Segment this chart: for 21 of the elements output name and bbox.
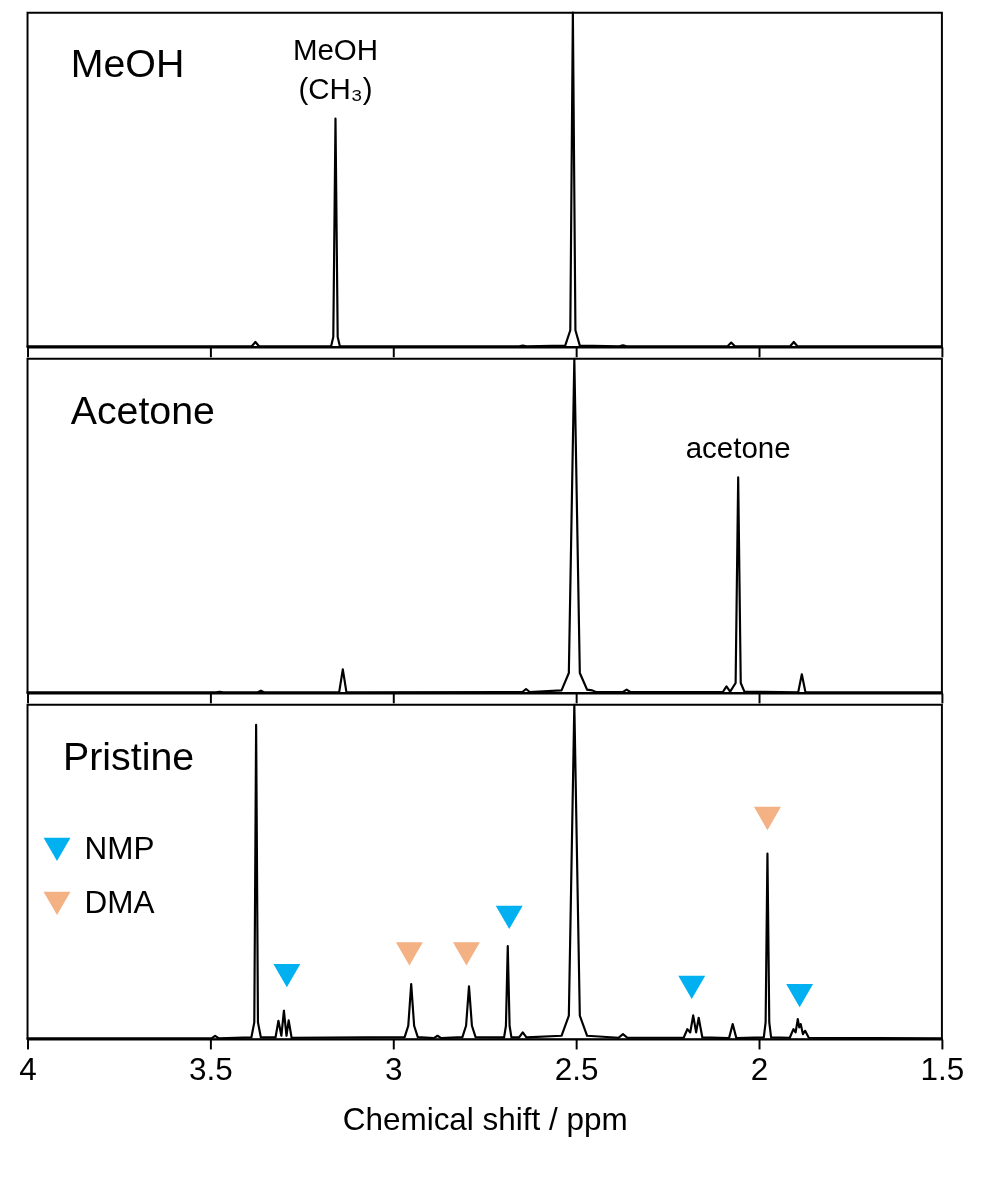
text: Acetone — [70, 387, 215, 432]
x-axis-title: Chemical shift / ppm — [342, 1102, 628, 1138]
point — [273, 963, 301, 988]
x-tick-label: 2.5 — [554, 1051, 599, 1087]
x-tick-label: 1.5 — [920, 1051, 965, 1087]
annotation: MeOH (CH₃) — [292, 32, 379, 105]
point — [495, 905, 523, 930]
point — [452, 942, 480, 966]
x-tick-label: 2 — [750, 1051, 769, 1087]
point — [786, 984, 814, 1008]
point — [395, 942, 423, 966]
legend-label: DMA — [84, 885, 155, 921]
legend-label: NMP — [84, 831, 155, 867]
x-tick-label: 4 — [19, 1051, 37, 1087]
point — [678, 975, 706, 999]
x-tick-label: 3.5 — [189, 1051, 233, 1087]
x-tick-label: 3 — [385, 1051, 403, 1087]
annotation: acetone — [685, 430, 791, 464]
text: Pristine — [63, 733, 195, 778]
text: MeOH — [70, 41, 185, 86]
point — [753, 806, 781, 831]
